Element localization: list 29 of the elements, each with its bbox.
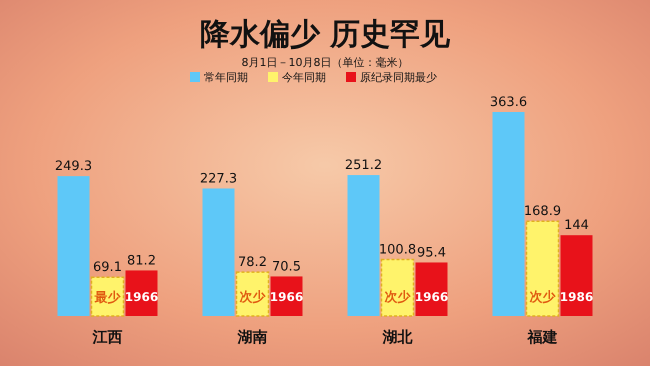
data-label: 100.8 xyxy=(378,242,416,258)
data-label: 227.3 xyxy=(200,171,238,186)
data-label: 144 xyxy=(564,218,589,234)
annotation: 1966 xyxy=(414,290,448,304)
annotation: 次少 xyxy=(530,290,556,305)
data-label: 249.3 xyxy=(54,159,92,174)
data-label: 69.1 xyxy=(93,260,122,276)
legend-label: 原纪录同期最少 xyxy=(360,71,437,84)
data-label: 70.5 xyxy=(272,259,301,274)
data-label: 251.2 xyxy=(344,158,382,174)
annotation: 1966 xyxy=(124,290,158,304)
data-label: 363.6 xyxy=(490,95,528,110)
data-label: 95.4 xyxy=(417,245,446,260)
annotation: 1966 xyxy=(270,290,304,304)
x-tick-label: 福建 xyxy=(526,328,558,346)
annotation: 1986 xyxy=(560,290,594,304)
chart-title: 降水偏少 历史罕见 xyxy=(200,17,452,52)
legend-label: 今年同期 xyxy=(282,71,326,84)
annotation: 最少 xyxy=(94,290,122,306)
chart-subtitle: 8月1日－10月8日（单位：毫米） xyxy=(242,56,408,69)
data-label: 168.9 xyxy=(524,204,562,220)
data-label: 78.2 xyxy=(238,255,267,270)
data-label: 81.2 xyxy=(127,253,156,268)
x-tick-label: 湖南 xyxy=(236,328,268,346)
x-tick-label: 江西 xyxy=(92,328,122,346)
x-tick-label: 湖北 xyxy=(382,328,414,346)
annotation: 次少 xyxy=(384,290,412,305)
legend-label: 常年同期 xyxy=(204,71,248,84)
annotation: 次少 xyxy=(240,290,266,305)
